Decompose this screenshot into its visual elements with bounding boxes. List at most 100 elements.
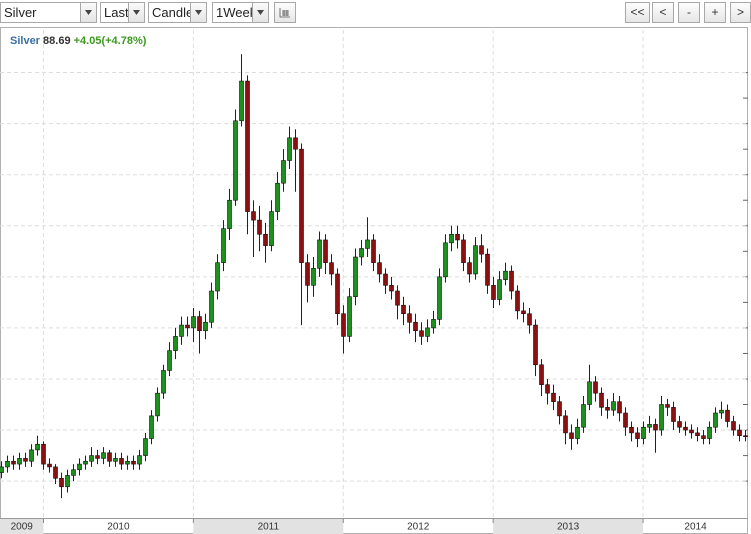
candle-body — [449, 233, 454, 244]
candle-body — [545, 384, 550, 394]
candle-body — [287, 137, 292, 161]
candle-body — [173, 336, 178, 351]
candle-body — [665, 404, 670, 408]
candle-body — [257, 219, 262, 235]
candle-body — [599, 392, 604, 408]
candle-body — [467, 262, 472, 275]
candle-body — [407, 313, 412, 323]
candle-body — [59, 477, 64, 488]
x-tick-label: 2013 — [557, 522, 580, 533]
candle-body — [251, 211, 256, 221]
arrow — [257, 10, 264, 15]
candle-body — [731, 421, 736, 431]
candle-body — [221, 228, 226, 263]
candle-body — [527, 313, 532, 326]
candle-body — [263, 233, 268, 246]
nav-button[interactable]: > — [730, 2, 751, 23]
candle-body — [737, 429, 742, 437]
candle-body — [83, 460, 88, 465]
candle-body — [203, 321, 208, 332]
candle-body — [431, 319, 436, 329]
candle-body — [389, 285, 394, 292]
chart-style-select[interactable]: Candle — [148, 2, 193, 23]
candle-body — [137, 455, 142, 465]
candle-body — [215, 262, 220, 292]
nav-button[interactable]: + — [704, 2, 726, 23]
quote-price: 88.69 — [43, 35, 71, 47]
dropdown-button[interactable] — [128, 2, 145, 23]
candle-body — [29, 449, 34, 462]
candle-body — [575, 426, 580, 439]
candle-body — [275, 182, 280, 212]
candle-body — [413, 321, 418, 332]
candle-body — [683, 426, 688, 431]
candle-body — [209, 290, 214, 323]
candle-body — [191, 316, 196, 329]
candle-body — [473, 245, 478, 275]
arrow — [133, 10, 140, 15]
year-band — [193, 519, 344, 534]
x-tick-label: 2010 — [107, 522, 130, 533]
candle-body — [551, 392, 556, 402]
candle-body — [143, 438, 148, 456]
candle-body — [335, 273, 340, 315]
arrow — [85, 10, 92, 15]
candle-body — [341, 313, 346, 337]
dropdown-button[interactable] — [80, 2, 97, 23]
candle-body — [125, 460, 130, 465]
dropdown-button[interactable] — [252, 2, 269, 23]
candle-body — [563, 415, 568, 434]
candle-body — [299, 148, 304, 263]
candle-body — [605, 407, 610, 411]
candle-body — [491, 285, 496, 300]
candle-body — [107, 452, 112, 462]
candle-body — [623, 412, 628, 428]
x-tick-label: 2012 — [407, 522, 430, 533]
candle-body — [185, 324, 190, 329]
chart: 2009 2010 2011 2012 2013 2014 — [0, 27, 748, 534]
candle-body — [539, 364, 544, 385]
candle-body — [323, 239, 328, 263]
candle-body — [593, 381, 598, 394]
nav-button[interactable]: - — [678, 2, 700, 23]
candle-body — [371, 239, 376, 263]
candle-body — [617, 401, 622, 414]
nav-button[interactable]: < — [652, 2, 674, 23]
candle-body — [167, 350, 172, 371]
candle-body — [587, 381, 592, 405]
candle-body — [743, 435, 748, 438]
candle-body — [197, 316, 202, 332]
candle-body — [131, 460, 136, 465]
candle-body — [713, 412, 718, 428]
candle-body — [383, 273, 388, 286]
candle-body — [611, 401, 616, 411]
candle-body — [281, 160, 286, 184]
price-field-select[interactable]: Last — [100, 2, 129, 23]
candle-body — [17, 458, 22, 465]
candle-body — [479, 245, 484, 255]
candle-body — [11, 460, 16, 465]
candle-body — [533, 324, 538, 366]
symbol-select[interactable]: Silver — [0, 2, 81, 23]
candle-body — [47, 463, 52, 468]
candle-body — [689, 429, 694, 434]
candle-body — [419, 330, 424, 337]
candle-body — [119, 458, 124, 465]
dropdown-button[interactable] — [190, 2, 207, 23]
candle-body — [89, 455, 94, 462]
candle-body — [245, 80, 250, 212]
candle-body — [365, 239, 370, 249]
candle-body — [497, 279, 502, 300]
candle-body — [161, 370, 166, 394]
year-band — [493, 519, 644, 534]
table-button[interactable] — [274, 2, 296, 23]
candle-body — [437, 276, 442, 320]
icon — [279, 8, 290, 18]
interval-select[interactable]: 1Week — [212, 2, 256, 23]
x-tick-label: 2011 — [258, 522, 280, 533]
nav-button[interactable]: << — [625, 2, 650, 23]
candle-body — [653, 424, 658, 431]
candle-body — [641, 426, 646, 439]
candle-body — [455, 233, 460, 241]
